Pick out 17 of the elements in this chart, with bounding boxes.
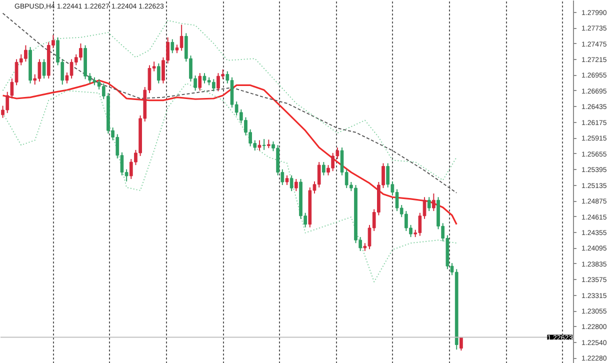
candlestick: [290, 174, 294, 192]
candlestick: [212, 78, 216, 92]
candlestick: [42, 58, 46, 80]
candlestick: [262, 138, 266, 150]
candlestick: [170, 38, 174, 54]
candlestick: [294, 178, 298, 192]
candlestick: [258, 140, 262, 152]
candlestick: [285, 174, 289, 186]
candlestick: [432, 192, 436, 212]
candlestick: [460, 336, 463, 352]
candlestick: [427, 196, 431, 212]
line-series: [2, 82, 458, 282]
line-series: [2, 80, 458, 226]
candlestick: [322, 162, 326, 176]
candlestick: [317, 162, 321, 188]
candlestick: [198, 72, 202, 92]
candlestick: [156, 62, 160, 84]
